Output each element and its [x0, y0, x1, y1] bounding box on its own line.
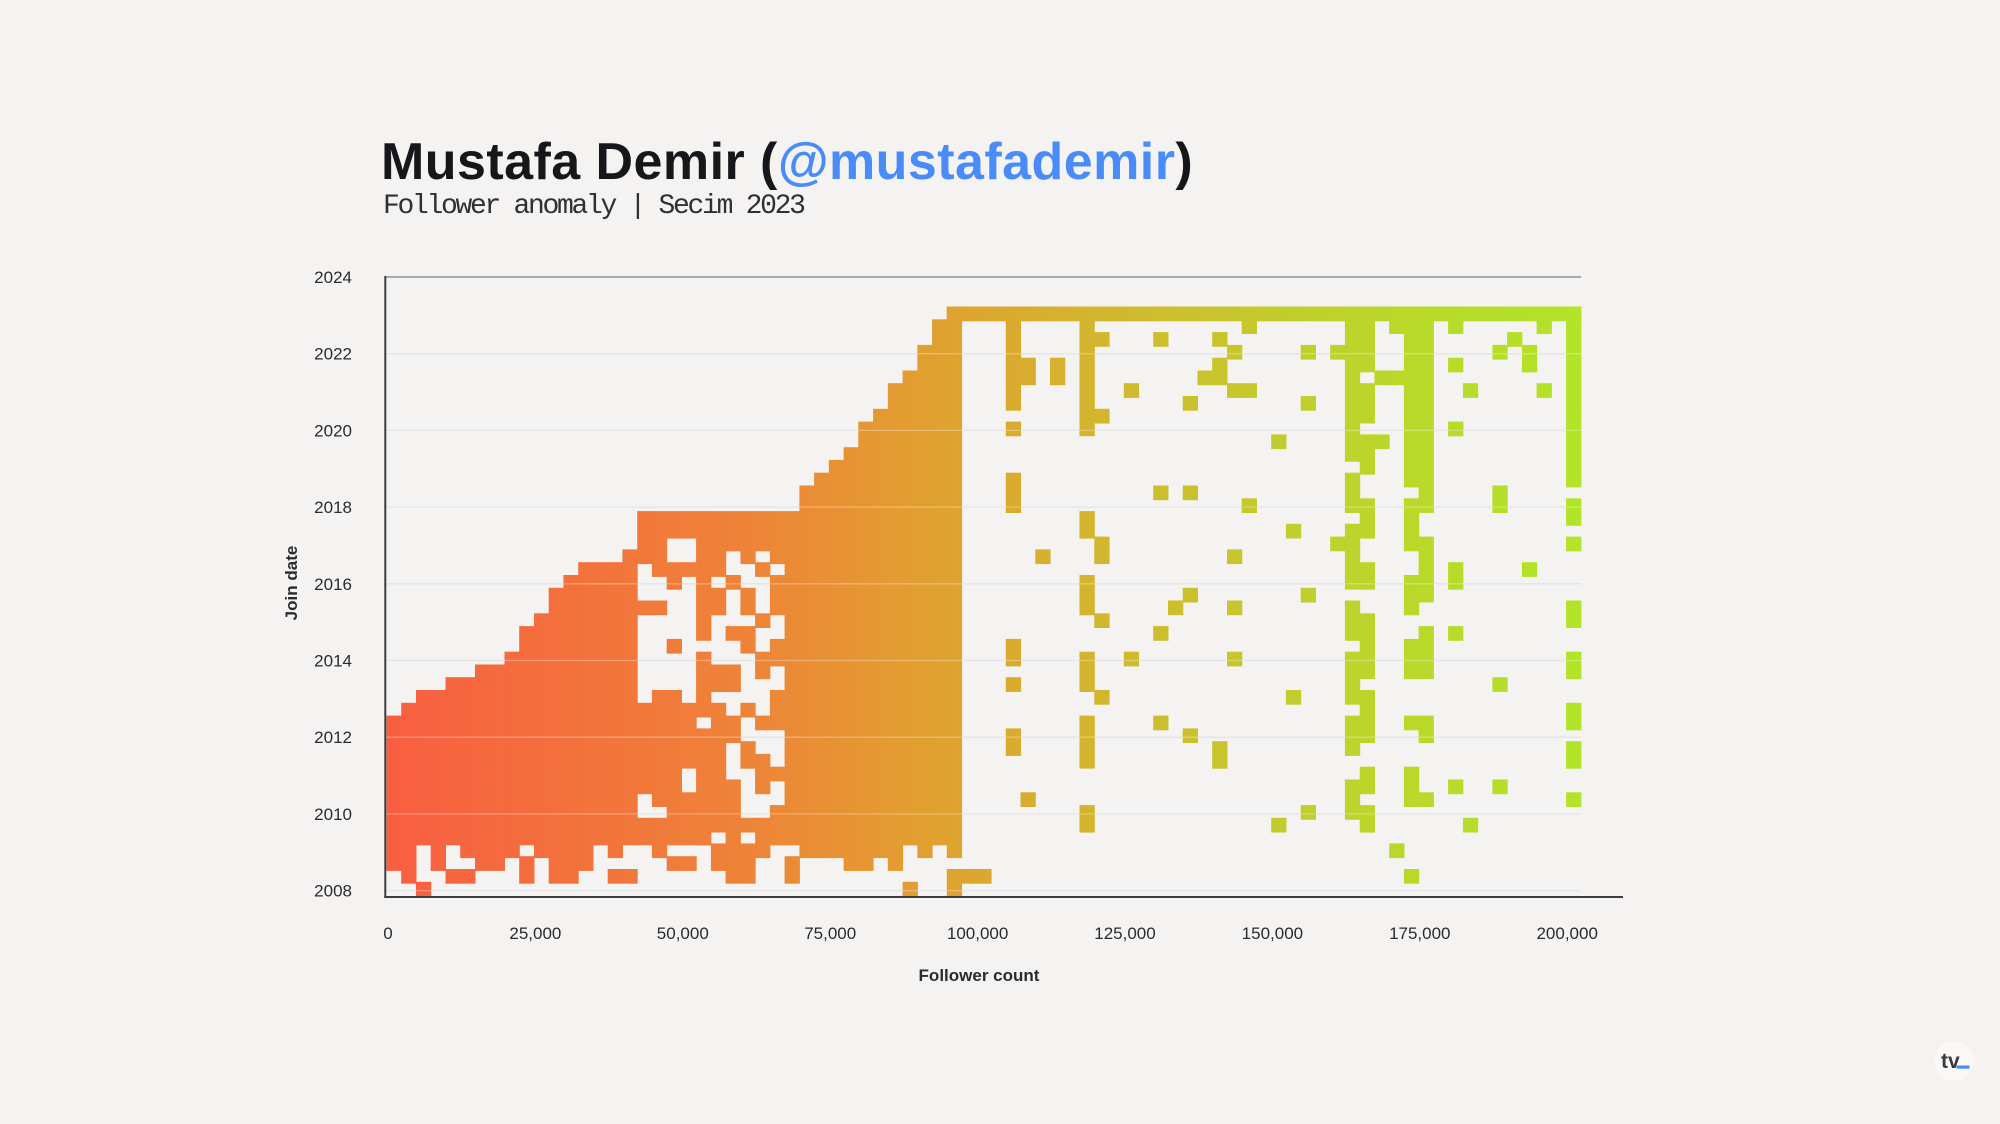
svg-text:75,000: 75,000	[804, 924, 856, 943]
svg-text:125,000: 125,000	[1094, 924, 1155, 943]
svg-text:0: 0	[383, 924, 392, 943]
svg-text:100,000: 100,000	[947, 924, 1008, 943]
svg-text:tv: tv	[1941, 1050, 1960, 1073]
svg-text:2016: 2016	[314, 575, 352, 594]
svg-text:2024: 2024	[314, 268, 352, 287]
svg-text:2012: 2012	[314, 728, 352, 747]
svg-text:200,000: 200,000	[1536, 924, 1597, 943]
svg-text:2008: 2008	[314, 882, 352, 901]
svg-text:175,000: 175,000	[1389, 924, 1450, 943]
svg-text:150,000: 150,000	[1242, 924, 1303, 943]
svg-text:2014: 2014	[314, 652, 352, 671]
svg-text:50,000: 50,000	[657, 924, 709, 943]
svg-text:2018: 2018	[314, 498, 352, 517]
svg-text:Follower count: Follower count	[919, 966, 1040, 985]
svg-text:2020: 2020	[314, 421, 352, 440]
svg-text:25,000: 25,000	[509, 924, 561, 943]
svg-text:2010: 2010	[314, 805, 352, 824]
svg-text:2022: 2022	[314, 345, 352, 364]
svg-text:Join date: Join date	[282, 546, 301, 621]
